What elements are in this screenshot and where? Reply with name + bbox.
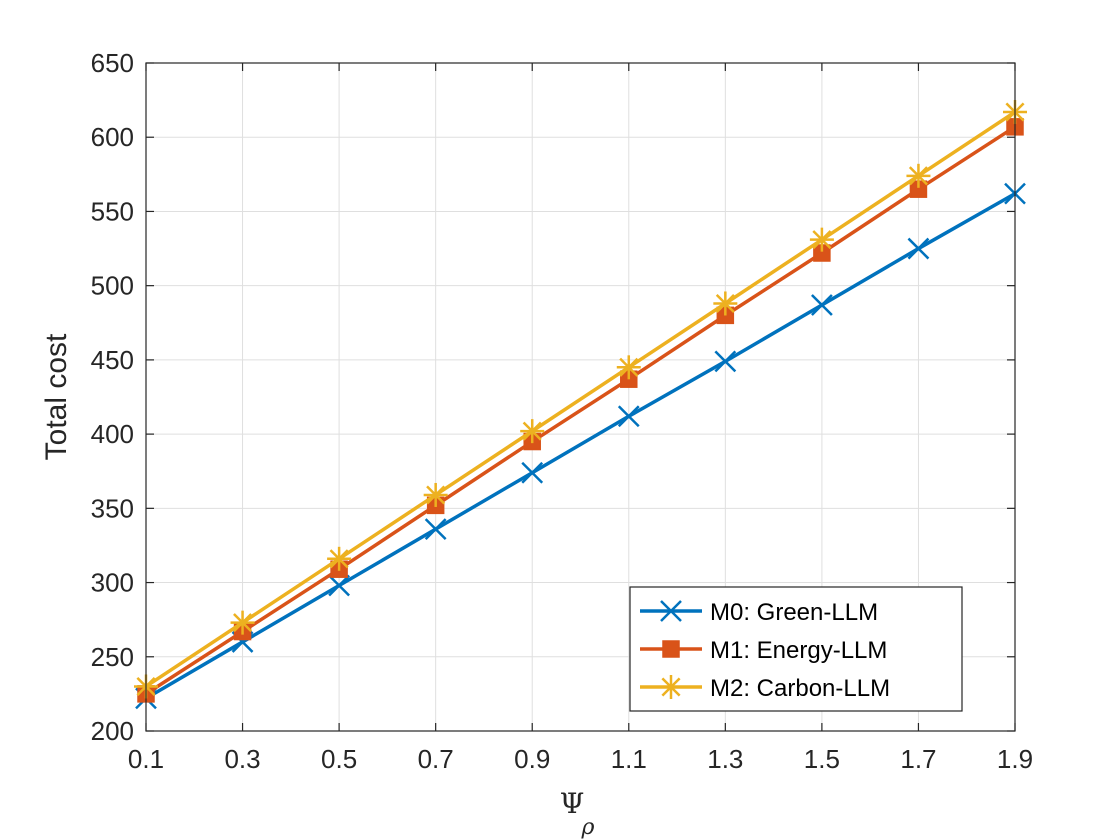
plot-frame — [145, 62, 1016, 732]
series-line-m1 — [145, 125, 1016, 696]
data-point-m2 — [520, 419, 545, 444]
legend-entry-label: M1: Energy-LLM — [710, 637, 887, 664]
legend-marker — [659, 675, 683, 699]
data-point-m0 — [617, 405, 640, 428]
data-point-m0 — [521, 461, 544, 484]
x-tick-label: 1.9 — [997, 744, 1033, 774]
data-point-m2 — [713, 291, 738, 316]
y-tick-label: 450 — [91, 345, 134, 375]
data-point-m0 — [714, 350, 737, 373]
legend-marker — [660, 600, 682, 622]
y-tick-label: 350 — [91, 493, 134, 523]
y-tick-label: 200 — [91, 716, 134, 746]
data-point-m2 — [423, 482, 448, 507]
data-point-m0 — [328, 574, 350, 597]
data-point-m2 — [906, 163, 931, 188]
legend-entry-label: M0: Green-LLM — [710, 599, 878, 626]
data-point-m2 — [327, 546, 352, 571]
y-tick-label: 300 — [91, 568, 134, 598]
data-point-m2 — [809, 227, 834, 252]
x-axis-label: Ψ — [560, 787, 585, 820]
x-axis-label-subscript: ρ — [581, 815, 595, 840]
x-tick-label: 0.3 — [224, 744, 260, 774]
data-point-m0 — [907, 237, 930, 260]
x-tick-label: 1.7 — [900, 744, 936, 774]
data-point-m0 — [424, 518, 447, 540]
data-point-m0 — [811, 294, 833, 316]
x-tick-label: 1.5 — [804, 744, 840, 774]
x-tick-label: 0.7 — [418, 744, 454, 774]
y-tick-label: 500 — [91, 271, 134, 301]
series-line-m0 — [145, 192, 1016, 700]
x-tick-label: 0.5 — [321, 744, 357, 774]
data-point-m2 — [230, 610, 255, 635]
x-tick-label: 1.3 — [707, 744, 743, 774]
y-tick-label: 600 — [91, 122, 134, 152]
data-point-m2 — [616, 355, 641, 380]
series-line-m2 — [145, 110, 1016, 688]
x-tick-label: 0.9 — [514, 744, 550, 774]
x-tick-label: 1.1 — [611, 744, 647, 774]
y-tick-label: 650 — [91, 48, 134, 78]
y-tick-label: 550 — [91, 196, 134, 226]
legend-marker — [662, 640, 680, 658]
y-tick-label: 250 — [91, 642, 134, 672]
legend-entry-label: M2: Carbon-LLM — [710, 675, 890, 702]
y-tick-label: 400 — [91, 419, 134, 449]
legend: M0: Green-LLM M1: Energy-LLM M2: Carbon-LL… — [629, 586, 963, 712]
series-group — [134, 99, 1027, 710]
x-tick-label: 0.1 — [128, 744, 164, 774]
tick-group: 0.1 0.3 0.5 0.7 0.9 1.1 1.3 1.5 1.7 1.9 200 250 300 3… — [91, 48, 1033, 774]
y-axis-label: Total cost — [40, 333, 73, 460]
